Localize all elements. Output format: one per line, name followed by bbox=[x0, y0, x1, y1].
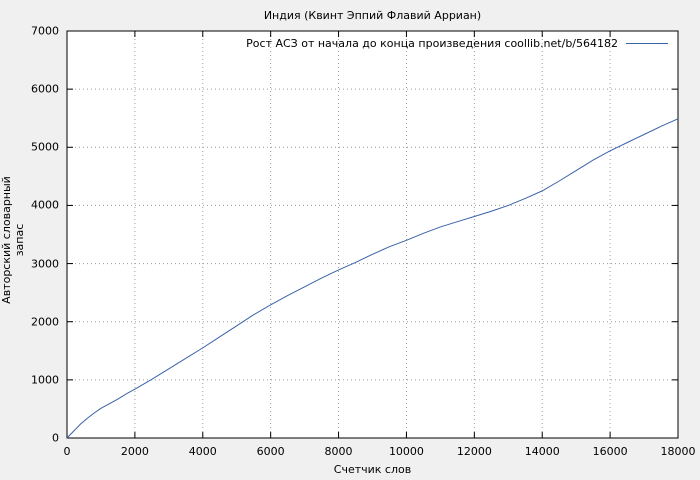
plot-background bbox=[67, 31, 678, 438]
y-tick-label: 1000 bbox=[31, 373, 59, 387]
x-tick-label: 8000 bbox=[324, 445, 353, 458]
y-tick-label: 3000 bbox=[31, 257, 59, 271]
plot-border bbox=[66, 30, 679, 439]
x-axis-label: Счетчик слов bbox=[333, 463, 412, 476]
x-tick-label: 18000 bbox=[660, 445, 696, 458]
x-tick-label: 4000 bbox=[188, 445, 217, 458]
legend: Рост АСЗ от начала до конца произведения… bbox=[246, 37, 668, 50]
chart-title: Индия (Квинт Эппий Флавий Арриан) bbox=[263, 9, 482, 22]
legend-line-sample bbox=[626, 43, 668, 44]
x-tick-label: 0 bbox=[63, 445, 71, 458]
y-tick-label: 7000 bbox=[31, 24, 59, 38]
y-tick-label: 5000 bbox=[31, 140, 59, 154]
y-tick-label: 4000 bbox=[31, 198, 59, 212]
x-tick-label: 2000 bbox=[120, 445, 149, 458]
x-tick-label: 14000 bbox=[524, 445, 560, 458]
x-tick-label: 12000 bbox=[456, 445, 492, 458]
y-tick-label: 6000 bbox=[31, 82, 59, 96]
y-axis-label: Авторский словарный запас bbox=[0, 176, 26, 304]
x-tick-label: 6000 bbox=[256, 445, 285, 458]
legend-label: Рост АСЗ от начала до конца произведения… bbox=[246, 37, 618, 50]
x-tick-label: 16000 bbox=[592, 445, 628, 458]
series-line bbox=[66, 118, 679, 439]
y-tick-label: 2000 bbox=[31, 315, 59, 329]
y-tick-label: 0 bbox=[52, 431, 59, 445]
x-tick-label: 10000 bbox=[388, 445, 424, 458]
